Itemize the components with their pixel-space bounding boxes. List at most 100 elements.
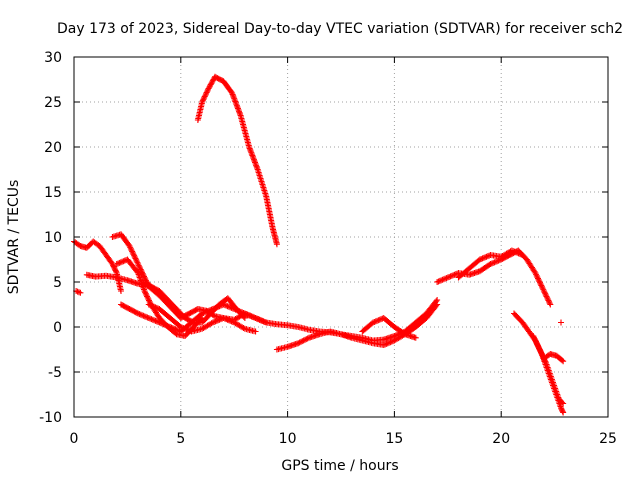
data-point <box>249 313 256 320</box>
data-point <box>115 260 122 267</box>
data-point <box>487 261 494 267</box>
data-point <box>240 325 247 332</box>
data-point <box>112 267 119 274</box>
data-point <box>515 250 522 257</box>
data-point <box>516 250 523 257</box>
data-point <box>135 310 142 317</box>
series-track-11 <box>359 315 419 341</box>
series-track-2 <box>73 288 84 296</box>
series-track-13 <box>455 247 526 281</box>
data-point <box>177 324 184 330</box>
data-point <box>135 261 142 267</box>
data-point <box>544 296 551 303</box>
data-point <box>217 316 224 323</box>
data-point <box>153 318 160 325</box>
data-point <box>545 297 552 304</box>
data-point <box>142 289 149 296</box>
data-point <box>133 256 140 263</box>
data-point <box>376 316 383 323</box>
data-point <box>535 343 542 350</box>
x-tick-label: 15 <box>385 431 403 447</box>
chart-title: Day 173 of 2023, Sidereal Day-to-day VTE… <box>57 21 623 37</box>
data-point <box>539 285 546 292</box>
data-point <box>510 248 517 255</box>
y-tick-label: 5 <box>53 275 62 291</box>
data-point <box>126 243 133 249</box>
data-point <box>512 249 519 256</box>
data-point <box>171 325 178 332</box>
data-point <box>559 399 566 406</box>
data-point <box>111 266 118 273</box>
x-tick-label: 5 <box>176 431 185 447</box>
data-point <box>210 312 217 319</box>
data-point <box>204 86 211 93</box>
data-point <box>149 303 156 310</box>
data-point <box>137 265 144 272</box>
data-point <box>221 302 228 309</box>
data-point <box>253 315 260 322</box>
data-point <box>539 351 546 358</box>
data-point <box>172 326 179 333</box>
data-point <box>303 336 310 343</box>
data-point <box>225 317 232 324</box>
data-point <box>295 340 302 347</box>
data-point <box>530 333 537 339</box>
data-points <box>71 73 567 416</box>
data-point <box>148 302 155 309</box>
data-point <box>74 288 81 295</box>
data-point <box>484 253 491 260</box>
data-point <box>388 338 395 345</box>
data-point <box>444 274 451 281</box>
data-point <box>161 321 168 328</box>
data-point <box>135 262 142 269</box>
data-point <box>208 80 215 87</box>
data-point <box>160 321 167 328</box>
data-point <box>435 278 442 285</box>
data-point <box>143 292 150 299</box>
data-point <box>204 88 211 95</box>
data-point <box>480 254 487 261</box>
data-point <box>535 276 542 283</box>
data-point <box>247 312 254 319</box>
data-point <box>257 317 264 324</box>
data-point <box>537 349 544 356</box>
data-point <box>476 256 483 263</box>
data-point <box>544 294 551 301</box>
data-point <box>157 320 164 327</box>
data-point <box>201 94 208 101</box>
data-point <box>371 318 378 325</box>
data-point <box>241 315 248 321</box>
data-point <box>139 270 146 277</box>
data-point <box>151 317 158 324</box>
series-track-17 <box>558 319 565 326</box>
data-point <box>144 293 151 300</box>
data-point <box>173 326 180 333</box>
data-point <box>532 270 539 276</box>
data-point <box>139 312 146 319</box>
data-point <box>152 317 159 324</box>
data-point <box>514 249 521 256</box>
data-point <box>200 96 207 103</box>
data-point <box>447 273 454 280</box>
data-point <box>201 93 208 100</box>
data-point <box>297 338 304 345</box>
series-track-9 <box>194 73 280 248</box>
data-point <box>110 262 117 269</box>
data-point <box>534 341 541 348</box>
data-point <box>224 316 231 323</box>
data-point <box>259 317 266 324</box>
data-point <box>519 252 526 258</box>
data-point <box>151 303 158 310</box>
data-point <box>260 318 267 325</box>
data-point <box>203 90 210 97</box>
data-point <box>204 308 211 315</box>
data-point <box>299 338 306 345</box>
data-point <box>533 271 540 278</box>
data-point <box>248 313 255 320</box>
data-point <box>251 314 258 321</box>
y-tick-label: -5 <box>48 365 62 381</box>
data-point <box>152 304 159 311</box>
x-tick-label: 20 <box>492 431 510 447</box>
data-point <box>147 302 154 309</box>
data-point <box>203 89 210 96</box>
